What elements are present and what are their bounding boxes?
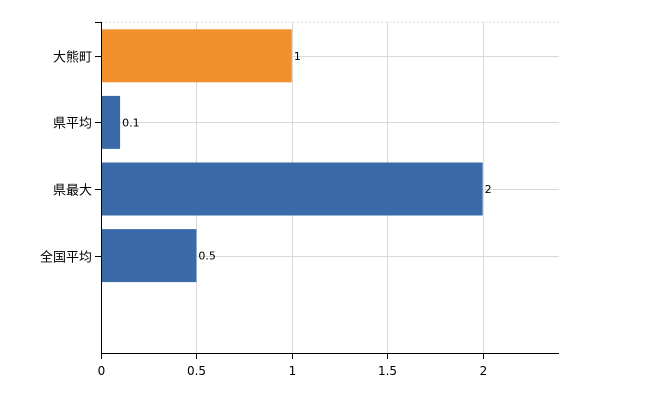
- bar-0: [101, 29, 292, 83]
- y-tick-label-1: 県平均: [53, 117, 92, 132]
- y-tick-label-2: 県最大: [53, 184, 92, 199]
- bar-1: [101, 95, 121, 149]
- x-tick-label-2: 1: [289, 364, 297, 378]
- x-tick-label-1: 0.5: [187, 364, 206, 378]
- bars: [101, 29, 483, 283]
- bar-2: [101, 162, 483, 216]
- x-tick-label-0: 0: [98, 364, 106, 378]
- y-tick-label-0: 大熊町: [53, 50, 92, 66]
- bar-3: [101, 229, 197, 283]
- y-tick-label-3: 全国平均: [40, 250, 92, 266]
- data-label-2: 2: [485, 183, 492, 196]
- x-tick-label-4: 2: [480, 364, 488, 378]
- data-label-0: 1: [294, 50, 301, 63]
- data-labels: 1 0.1 2 0.5: [122, 50, 492, 263]
- data-label-1: 0.1: [122, 116, 140, 129]
- data-label-3: 0.5: [198, 250, 216, 263]
- x-tick-label-3: 1.5: [378, 364, 397, 378]
